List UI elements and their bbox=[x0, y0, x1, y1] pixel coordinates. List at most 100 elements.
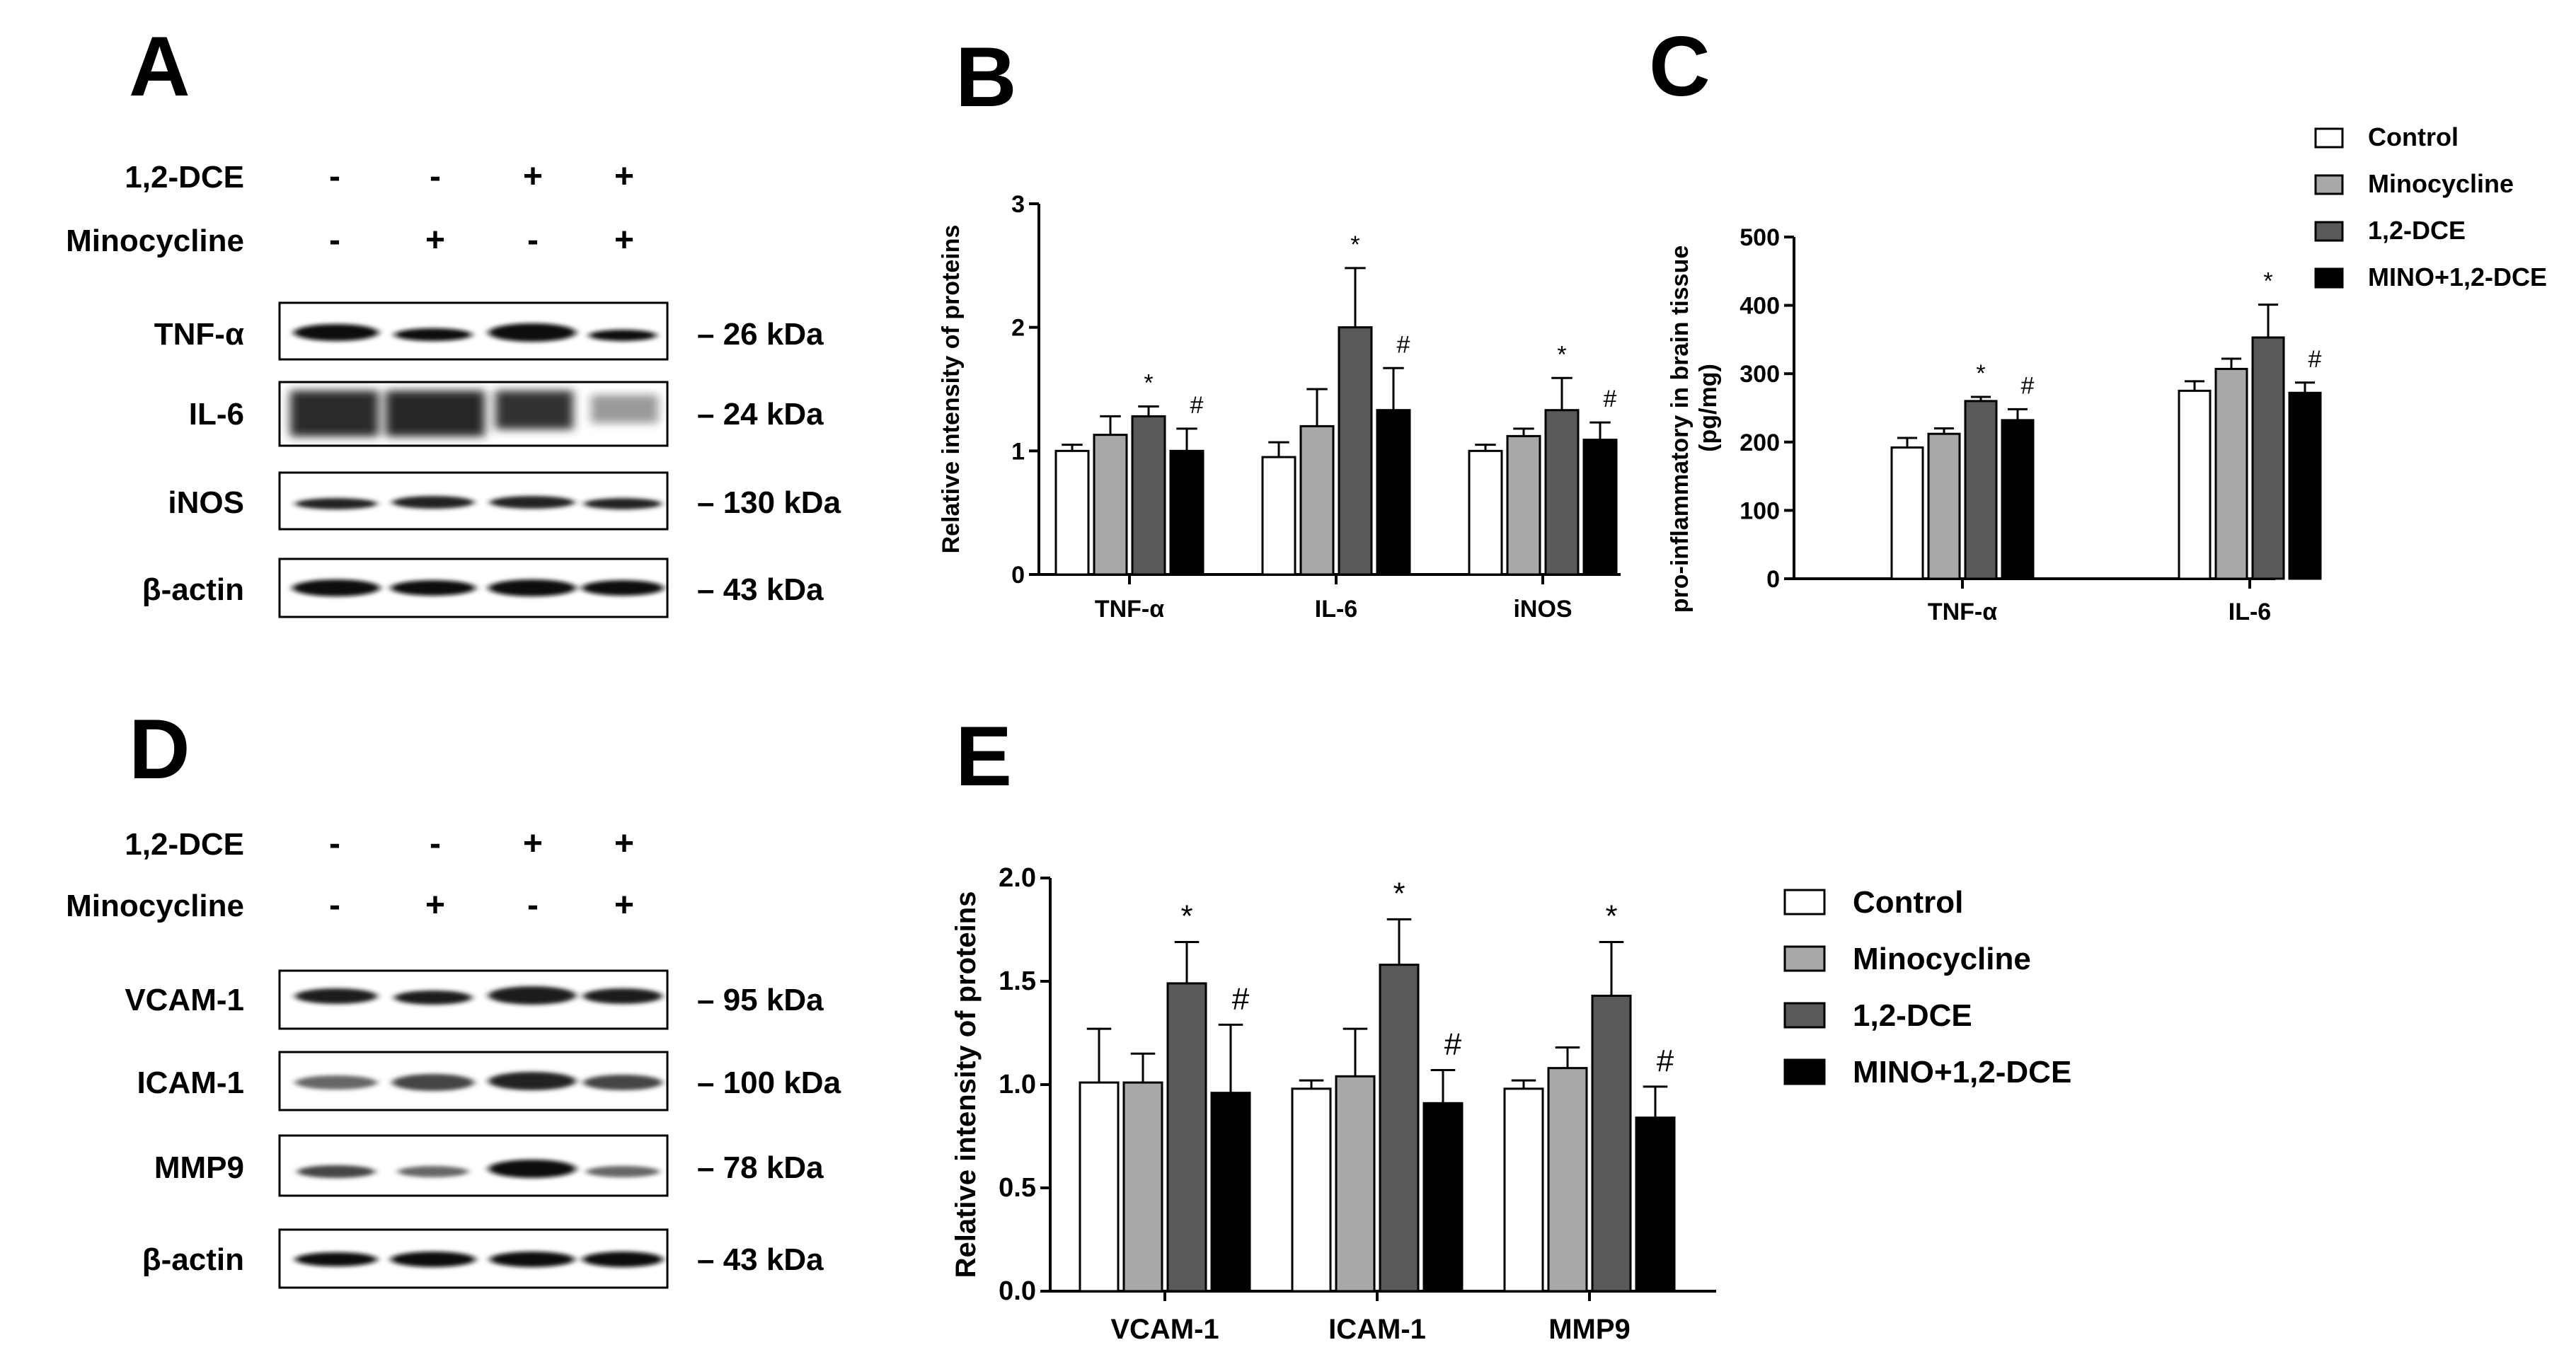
legend-label: MINO+1,2-DCE bbox=[1853, 1055, 2071, 1090]
significance-hash: # bbox=[1397, 331, 1410, 358]
band-vcam-lane-4 bbox=[583, 988, 662, 1004]
band-tnf-lane-2 bbox=[394, 328, 472, 341]
x-category-label: iNOS bbox=[1513, 596, 1572, 623]
sign-dce-lane-3: + bbox=[523, 158, 543, 195]
chart-b: 0 1 2 3 Relative intensity of proteins TNF-α I… bbox=[938, 191, 1621, 623]
band-tnf-lane-4 bbox=[589, 330, 657, 341]
kda-label-actin-a: – 43 kDa bbox=[697, 572, 824, 607]
bar bbox=[1210, 1092, 1251, 1293]
panel-letter-e: E bbox=[955, 709, 1012, 804]
y-tick-label: 2 bbox=[1011, 315, 1025, 342]
x-category-label: TNF-α bbox=[1095, 596, 1164, 623]
sign-dce-lane-2: - bbox=[430, 158, 441, 195]
chart-c: 0 100 200 300 400 500 pro-inflammatory in brai… bbox=[1667, 122, 2547, 625]
bar bbox=[1054, 449, 1090, 576]
significance-hash: # bbox=[1604, 386, 1617, 412]
significance-star: * bbox=[1557, 341, 1566, 368]
y-tick-label: 0 bbox=[1011, 562, 1025, 589]
sign-mino-lane-2: + bbox=[425, 221, 445, 259]
band-mmp9-lane-3 bbox=[488, 1160, 576, 1178]
bar bbox=[1964, 400, 1998, 580]
y-axis-label: Relative intensity of proteins bbox=[950, 891, 982, 1278]
bar bbox=[1503, 1087, 1544, 1293]
band-mmp9-lane-2 bbox=[398, 1166, 468, 1177]
protein-label-tnf: TNF-α bbox=[154, 317, 244, 352]
y-tick-label: 1 bbox=[1011, 438, 1025, 465]
bar bbox=[2001, 419, 2035, 580]
bar bbox=[1079, 1081, 1120, 1293]
bar bbox=[1890, 446, 1924, 580]
sign-dce-lane-4: + bbox=[614, 158, 634, 195]
protein-label-il6: IL-6 bbox=[189, 397, 244, 432]
kda-label-il6: – 24 kDa bbox=[697, 397, 824, 432]
sign-d-dce-lane-1: - bbox=[329, 825, 340, 862]
y-tick-label: 1.5 bbox=[999, 966, 1036, 996]
bar bbox=[2214, 367, 2248, 580]
bar bbox=[2251, 336, 2285, 580]
treatment-label-dce-d: 1,2-DCE bbox=[125, 827, 244, 862]
sign-dce-lane-1: - bbox=[329, 158, 340, 195]
bar bbox=[1376, 409, 1411, 576]
bar bbox=[1335, 1075, 1376, 1293]
band-actin-d-lane-4 bbox=[582, 1252, 663, 1267]
legend-swatch bbox=[1783, 1002, 1826, 1029]
significance-hash: # bbox=[2021, 372, 2035, 399]
kda-label-icam: – 100 kDa bbox=[697, 1065, 841, 1100]
y-tick-label: 0.0 bbox=[999, 1276, 1036, 1306]
sign-d-dce-lane-4: + bbox=[614, 825, 634, 862]
significance-star: * bbox=[1976, 360, 1985, 387]
sign-d-mino-lane-4: + bbox=[614, 886, 634, 924]
bar bbox=[1635, 1116, 1676, 1293]
band-mmp9-lane-1 bbox=[297, 1165, 375, 1178]
band-inos-lane-1 bbox=[295, 498, 377, 509]
band-vcam-lane-3 bbox=[488, 986, 576, 1005]
bar bbox=[1582, 439, 1618, 576]
bar bbox=[1591, 994, 1632, 1293]
panel-letter-c: C bbox=[1649, 19, 1710, 114]
x-category-label: IL-6 bbox=[1315, 596, 1357, 623]
sign-d-mino-lane-2: + bbox=[425, 886, 445, 924]
legend-swatch bbox=[2314, 174, 2344, 195]
legend-e: Control Minocycline 1,2-DCE MINO+1,2-DCE bbox=[1783, 885, 2071, 1090]
bar bbox=[2178, 389, 2212, 580]
significance-star: * bbox=[2263, 268, 2272, 295]
band-icam-lane-1 bbox=[295, 1075, 377, 1090]
legend-swatch bbox=[1783, 889, 1826, 915]
significance-star: * bbox=[1144, 369, 1153, 396]
bar bbox=[1299, 424, 1335, 576]
bar bbox=[1927, 432, 1961, 580]
kda-label-tnf: – 26 kDa bbox=[697, 317, 824, 352]
bar bbox=[1261, 456, 1296, 576]
y-tick-label: 0.5 bbox=[999, 1173, 1036, 1203]
y-tick-label: 500 bbox=[1740, 224, 1780, 251]
y-tick-label: 400 bbox=[1740, 293, 1780, 320]
y-axis-label-line-1: pro-inflammatory in brain tissue bbox=[1667, 246, 1694, 613]
legend-label: Minocycline bbox=[2368, 169, 2514, 198]
band-mmp9-lane-4 bbox=[586, 1166, 660, 1177]
legend-swatch bbox=[2314, 221, 2344, 242]
bar bbox=[1122, 1081, 1163, 1293]
protein-label-icam: ICAM-1 bbox=[137, 1065, 244, 1100]
chart-e: 0.0 0.5 1.0 1.5 2.0 Relative intensity of pro… bbox=[950, 863, 2071, 1345]
x-category-label: MMP9 bbox=[1548, 1314, 1631, 1345]
band-il6-lane-1 bbox=[290, 391, 379, 437]
legend-swatch bbox=[1783, 945, 1826, 972]
treatment-label-minocycline: Minocycline bbox=[66, 224, 244, 258]
band-actin-a-lane-1 bbox=[292, 579, 380, 596]
legend-swatch bbox=[1783, 1058, 1826, 1085]
x-category-label: VCAM-1 bbox=[1110, 1314, 1219, 1345]
band-icam-lane-2 bbox=[392, 1074, 474, 1091]
x-category-label: ICAM-1 bbox=[1328, 1314, 1426, 1345]
significance-star: * bbox=[1180, 899, 1192, 934]
band-actin-a-lane-3 bbox=[488, 579, 576, 596]
band-icam-lane-4 bbox=[583, 1075, 662, 1090]
significance-star: * bbox=[1350, 231, 1359, 258]
bar bbox=[1166, 982, 1207, 1293]
y-axis-label: Relative intensity of proteins bbox=[938, 225, 965, 554]
legend-label: Control bbox=[1853, 885, 1963, 920]
kda-label-mmp9: – 78 kDa bbox=[697, 1150, 824, 1185]
band-il6-lane-3 bbox=[495, 391, 573, 429]
kda-label-inos: – 130 kDa bbox=[697, 485, 841, 520]
significance-hash: # bbox=[2308, 346, 2322, 373]
